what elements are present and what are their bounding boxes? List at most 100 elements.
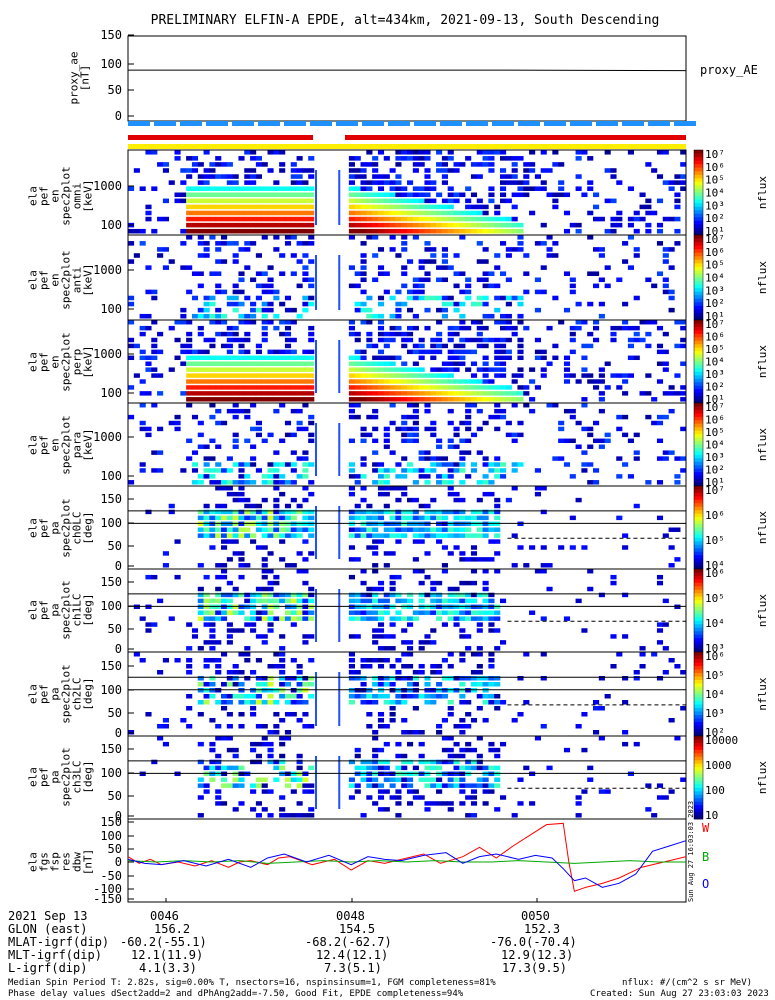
spectrogram-cell [157, 253, 164, 258]
spectrogram-cell [180, 349, 187, 355]
spectrogram-cell [360, 610, 367, 615]
spectrogram-cell [540, 652, 547, 657]
spectrogram-cell [215, 801, 222, 806]
spectrogram-cell [308, 198, 315, 204]
spectrogram-cell [279, 736, 286, 741]
spectrogram-cell [284, 361, 292, 366]
spectrogram-cell [261, 385, 268, 390]
spectrogram-cell [674, 373, 681, 378]
spectrogram-cell [407, 652, 414, 657]
panel-axis-label: spec2plot [60, 747, 73, 807]
spectrogram-cell [244, 192, 251, 198]
spectrogram-cell [290, 222, 297, 228]
colorbar-segment [694, 548, 703, 553]
spectrogram-cell [261, 228, 268, 234]
spectrogram-cell [290, 592, 297, 598]
spectrogram-cell [662, 391, 669, 396]
spectrogram-cell [191, 468, 199, 473]
spectrogram-cell [569, 414, 576, 420]
spectrogram-cell [203, 186, 210, 191]
colorbar-segment [694, 815, 703, 820]
spectrogram-cell [395, 162, 402, 167]
spectrogram-cell [226, 180, 233, 185]
spectrogram-cell [232, 325, 239, 331]
spectrogram-cell [360, 438, 367, 444]
spectrogram-cell [273, 616, 280, 621]
spectrogram-cell [622, 379, 629, 384]
spectrogram-cell [180, 228, 187, 234]
spectrogram-cell [511, 162, 518, 167]
spectrogram-cell [308, 480, 315, 485]
spectrogram-cell [279, 474, 286, 479]
spectrogram-cell [447, 349, 454, 355]
spectrogram-cell [273, 700, 280, 705]
spectrogram-cell [389, 515, 396, 521]
spectrogram-cell [616, 474, 623, 479]
spectrogram-cell [465, 385, 472, 390]
spectrogram-cell [436, 527, 443, 532]
spectrogram-cell [546, 235, 553, 240]
colorbar-tick-label: 10⁷ [705, 233, 725, 246]
spectrogram-cell [372, 462, 379, 467]
colorbar-segment [694, 224, 703, 229]
spectrogram-cell [348, 438, 355, 444]
spectrogram-cell [290, 533, 297, 538]
spectrogram-cell [197, 192, 204, 198]
spectrogram-cell [302, 450, 309, 455]
spectrogram-cell [633, 741, 640, 747]
spectrogram-cell [633, 216, 640, 222]
spectrogram-cell [662, 283, 669, 289]
spectrogram-cell [441, 515, 448, 521]
spectrogram-cell [296, 569, 303, 574]
spectrogram-cell [656, 795, 664, 800]
spectrogram-cell [360, 192, 367, 198]
spectrogram-cell [627, 373, 634, 378]
spin-fit-bar [492, 121, 514, 126]
colorbar-segment [694, 312, 703, 317]
spectrogram-cell [598, 592, 605, 598]
spectrogram-cell [558, 186, 565, 191]
spectrogram-cell [273, 730, 280, 735]
spectrogram-cell [412, 795, 419, 800]
spectrogram-cell [290, 228, 297, 234]
spectrogram-cell [273, 313, 280, 319]
spectrogram-cell [511, 462, 518, 467]
spectrogram-cell [500, 414, 507, 420]
spectrogram-cell [145, 216, 152, 222]
spectrogram-cell [296, 210, 303, 216]
spectrogram-cell [186, 658, 193, 663]
spectrogram-cell [360, 592, 367, 598]
spectrogram-cell [662, 450, 669, 455]
spectrogram-cell [203, 456, 210, 461]
spectrogram-cell [389, 379, 396, 384]
spectrogram-cell [470, 192, 478, 198]
spectrogram-cell [191, 414, 199, 420]
spectrogram-cell [250, 373, 257, 378]
spectrogram-cell [441, 247, 448, 252]
spectrogram-cell [139, 241, 146, 246]
colorbar-segment [694, 181, 703, 186]
spectrogram-cell [633, 450, 640, 455]
colorbar-segment [694, 701, 703, 705]
spectrogram-cell [366, 712, 373, 717]
spectrogram-cell [412, 730, 419, 735]
spectrogram-cell [622, 545, 629, 550]
spectrogram-cell [372, 545, 379, 550]
spectrogram-cell [279, 192, 286, 198]
spectrogram-cell [465, 515, 472, 521]
spectrogram-cell [482, 373, 489, 378]
figure-title: PRELIMINARY ELFIN-A EPDE, alt=434km, 202… [151, 13, 660, 28]
spectrogram-cell [360, 355, 367, 361]
spectrogram-cell [162, 718, 169, 723]
spectrogram-cell [186, 373, 193, 378]
spectrogram-cell [191, 210, 199, 216]
spectrogram-cell [162, 198, 169, 204]
spectrogram-cell [377, 682, 385, 687]
spectrogram-cell [221, 192, 228, 198]
spectrogram-cell [191, 379, 199, 384]
spectrogram-cell [180, 718, 187, 723]
panel-axis-label: spec2plot [60, 250, 73, 310]
spectrogram-cell [680, 180, 687, 185]
colorbar-label: nflux [756, 428, 769, 461]
spectrogram-cell [267, 682, 274, 687]
